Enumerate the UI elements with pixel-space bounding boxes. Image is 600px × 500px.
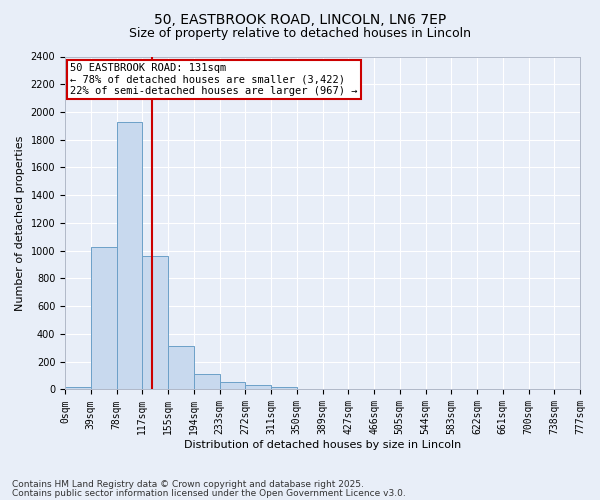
Bar	[116, 122, 142, 390]
Text: Size of property relative to detached houses in Lincoln: Size of property relative to detached ho…	[129, 28, 471, 40]
Bar	[245, 386, 271, 390]
Text: 50, EASTBROOK ROAD, LINCOLN, LN6 7EP: 50, EASTBROOK ROAD, LINCOLN, LN6 7EP	[154, 12, 446, 26]
Bar	[271, 386, 297, 390]
Bar	[65, 386, 91, 390]
Bar	[91, 246, 116, 390]
Bar	[297, 389, 323, 390]
X-axis label: Distribution of detached houses by size in Lincoln: Distribution of detached houses by size …	[184, 440, 461, 450]
Y-axis label: Number of detached properties: Number of detached properties	[15, 136, 25, 310]
Bar	[142, 256, 168, 390]
Bar	[168, 346, 194, 390]
Bar	[220, 382, 245, 390]
Text: 50 EASTBROOK ROAD: 131sqm
← 78% of detached houses are smaller (3,422)
22% of se: 50 EASTBROOK ROAD: 131sqm ← 78% of detac…	[70, 63, 358, 96]
Bar	[194, 374, 220, 390]
Text: Contains public sector information licensed under the Open Government Licence v3: Contains public sector information licen…	[12, 488, 406, 498]
Text: Contains HM Land Registry data © Crown copyright and database right 2025.: Contains HM Land Registry data © Crown c…	[12, 480, 364, 489]
